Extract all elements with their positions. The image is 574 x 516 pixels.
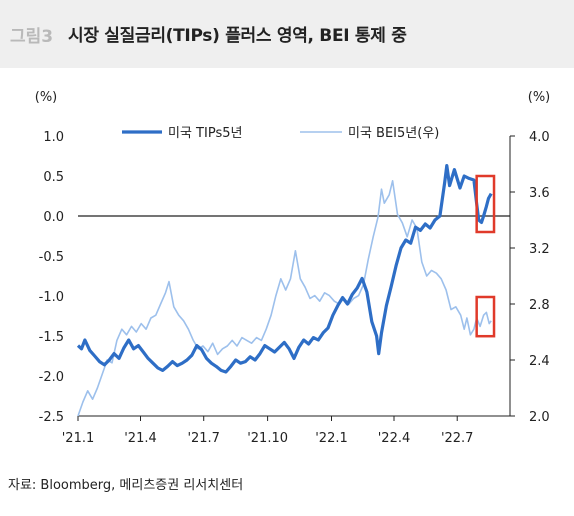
legend-label-bei: 미국 BEI5년(우) <box>348 126 439 141</box>
left-tick-label: 1.0 <box>43 130 64 145</box>
right-tick-label: 3.6 <box>529 186 550 201</box>
right-tick-label: 2.4 <box>529 354 550 369</box>
chart-series <box>76 164 493 417</box>
highlight-box <box>475 174 496 234</box>
highlight-box <box>475 295 496 338</box>
x-tick-label: '21.4 <box>124 431 157 446</box>
right-tick-label: 2.8 <box>529 298 550 313</box>
bei-series-line <box>77 180 492 417</box>
left-tick-label: 0.0 <box>43 210 64 225</box>
x-tick-label: '21.10 <box>247 431 288 446</box>
right-tick-label: 2.0 <box>529 410 550 425</box>
left-tick-label: 0.5 <box>43 170 64 185</box>
source-note: 자료: Bloomberg, 메리츠증권 리서치센터 <box>8 478 244 493</box>
x-tick-label: '22.4 <box>378 431 411 446</box>
highlight-boxes <box>475 174 496 338</box>
figure-label: 그림3 <box>10 27 54 47</box>
right-tick-label: 3.2 <box>529 242 550 257</box>
left-axis-unit: (%) <box>35 90 58 105</box>
chart-title: 시장 실질금리(TIPs) 플러스 영역, BEI 통제 중 <box>68 26 407 46</box>
x-tick-label: '22.7 <box>441 431 474 446</box>
left-tick-label: -0.5 <box>39 250 64 265</box>
x-tick-label: '22.1 <box>315 431 348 446</box>
chart-area: 1.0 0.5 0.0 -0.5 -1.0 -1.5 -2.0 -2.5 4.0 3.6 3.2 2.… <box>35 90 551 446</box>
left-tick-label: -2.5 <box>39 410 64 425</box>
right-tick-label: 4.0 <box>529 130 550 145</box>
left-tick-label: -1.5 <box>39 330 64 345</box>
title-bar: 그림3 시장 실질금리(TIPs) 플러스 영역, BEI 통제 중 <box>0 0 574 68</box>
left-tick-label: -1.0 <box>39 290 64 305</box>
legend-label-tips: 미국 TIPs5년 <box>168 126 242 141</box>
chart-text: 1.0 0.5 0.0 -0.5 -1.0 -1.5 -2.0 -2.5 4.0 3.6 3.2 2.… <box>35 90 551 446</box>
x-tick-label: '21.7 <box>187 431 220 446</box>
x-tick-label: '21.1 <box>62 431 95 446</box>
right-axis-unit: (%) <box>528 90 551 105</box>
tips-series-line <box>76 164 493 374</box>
left-tick-label: -2.0 <box>39 370 64 385</box>
